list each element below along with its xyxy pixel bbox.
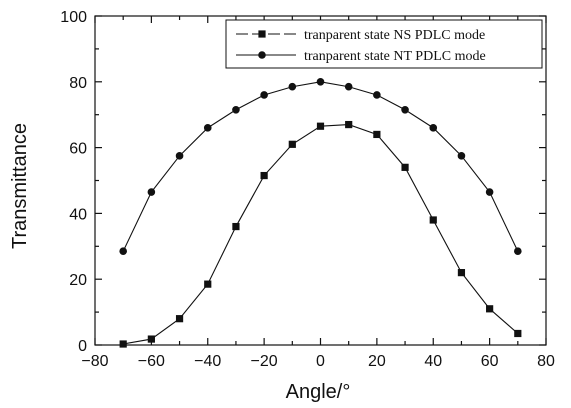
data-point-square — [119, 340, 127, 348]
x-tick-label: 60 — [481, 353, 499, 370]
data-point-square — [288, 140, 296, 148]
data-point-square — [457, 269, 466, 277]
series-circle — [119, 78, 522, 256]
data-point-circle — [203, 124, 212, 132]
data-point-circle — [175, 152, 184, 160]
y-tick-label: 60 — [69, 141, 87, 158]
x-tick-label: 80 — [537, 353, 555, 370]
data-point-square — [260, 171, 268, 180]
y-tick-label: 0 — [78, 338, 87, 355]
y-tick-label: 100 — [60, 9, 87, 26]
legend-marker-square — [258, 30, 266, 38]
legend-label: tranparent state NT PDLC mode — [304, 49, 486, 64]
x-tick-label: −40 — [194, 353, 221, 370]
x-tick-label: −60 — [138, 353, 165, 370]
data-point-circle — [514, 247, 522, 256]
data-point-circle — [401, 105, 409, 114]
data-point-circle — [373, 91, 381, 99]
y-tick-label: 80 — [69, 75, 87, 92]
data-point-square — [514, 329, 522, 338]
data-point-circle — [429, 124, 438, 132]
data-point-circle — [119, 247, 127, 256]
y-tick-label: 20 — [69, 272, 87, 289]
data-point-circle — [344, 82, 353, 91]
legend-marker-circle — [258, 51, 266, 59]
legend: tranparent state NS PDLC mode tranparent … — [225, 19, 543, 69]
data-point-circle — [485, 188, 494, 196]
data-point-circle — [232, 105, 240, 114]
data-point-square — [345, 120, 353, 129]
data-point-circle — [316, 78, 325, 86]
data-point-square — [147, 335, 155, 343]
data-point-square — [204, 280, 212, 288]
data-point-square — [401, 163, 409, 171]
data-point-square — [373, 130, 381, 139]
y-axis-title: Transmittance — [9, 123, 31, 249]
series-line-circle — [122, 81, 519, 252]
data-point-square — [429, 216, 437, 224]
data-point-circle — [260, 91, 268, 99]
series-layer — [119, 78, 522, 348]
x-tick-label: −20 — [251, 353, 278, 370]
axes: −80 −60 −40 −20 0 20 40 60 80 0 20 40 60 80 100 — [60, 9, 555, 370]
x-tick-label: 20 — [368, 353, 386, 370]
legend-box — [225, 19, 543, 69]
x-tick-label: 40 — [424, 353, 442, 370]
data-point-circle — [457, 152, 466, 160]
x-tick-label: −80 — [81, 353, 108, 370]
series-square — [119, 120, 522, 348]
x-axis-title: Angle/° — [286, 381, 351, 403]
data-point-circle — [147, 188, 156, 196]
data-point-square — [175, 315, 184, 323]
data-point-square — [316, 122, 325, 130]
y-tick-label: 40 — [69, 206, 87, 223]
legend-label: tranparent state NS PDLC mode — [304, 28, 485, 43]
data-point-square — [232, 222, 240, 231]
data-point-circle — [288, 82, 297, 91]
data-point-square — [486, 305, 494, 313]
x-tick-label: 0 — [316, 353, 325, 370]
